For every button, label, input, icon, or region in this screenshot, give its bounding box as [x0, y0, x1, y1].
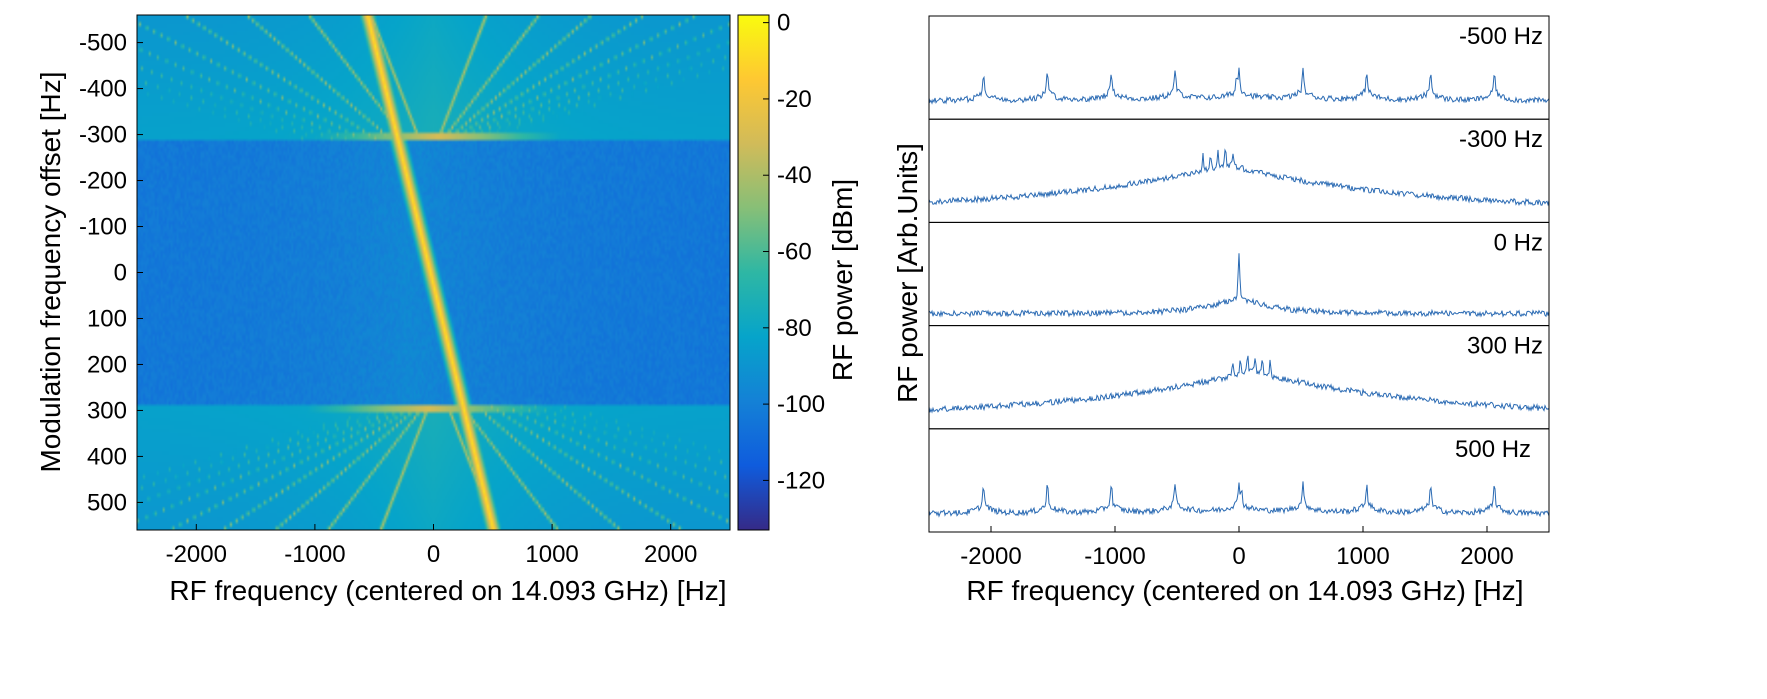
colorbar-label: RF power [dBm] — [827, 179, 858, 381]
spectra-chart: -500 Hz -300 Hz 0 Hz 300 Hz 500 Hz -2000 -100… — [892, 15, 1550, 606]
spectrum-line — [929, 67, 1549, 105]
heatmap-chart: -2000 -1000 0 1000 2000 -500-400-300-200-100… — [35, 14, 731, 606]
heatmap-y-tick-label: -300 — [79, 122, 127, 149]
heatmap-y-tick-label: -500 — [79, 30, 127, 57]
colorbar-tick-label: -100 — [777, 391, 825, 418]
heatmap-x-ticks: -2000 -1000 0 1000 2000 — [166, 524, 697, 568]
spectrum-panel-frame — [928, 118, 1550, 223]
heatmap-y-tick-label: 100 — [87, 305, 127, 332]
spectra-x-axis-label: RF frequency (centered on 14.093 GHz) [H… — [966, 575, 1523, 606]
heatmap-image — [137, 15, 730, 530]
colorbar-tick-label: 0 — [777, 10, 790, 37]
heatmap-x-tick-label: -2000 — [166, 541, 227, 568]
spectrum-panel-label: 500 Hz — [1455, 436, 1531, 463]
heatmap-y-tick-label: 500 — [87, 489, 127, 516]
colorbar-ticks: 0 -20 -40 -60 -80 -100 -120 — [763, 10, 825, 494]
colorbar-tick-label: -60 — [777, 239, 812, 266]
spectra-panels: -500 Hz -300 Hz 0 Hz 300 Hz 500 Hz — [928, 15, 1550, 533]
spectra-x-tick-label: -1000 — [1084, 543, 1145, 570]
colorbar-frame — [737, 14, 770, 531]
spectra-x-tick-label: 0 — [1232, 543, 1245, 570]
colorbar-gradient — [738, 15, 769, 530]
spectrum-panel: -300 Hz — [928, 118, 1550, 223]
colorbar-tick-label: -120 — [777, 467, 825, 494]
spectrum-panel: -500 Hz — [928, 15, 1550, 120]
heatmap-y-tick-label: -100 — [79, 214, 127, 241]
spectrum-panel-label: 0 Hz — [1494, 229, 1543, 256]
heatmap-y-tick-label: 200 — [87, 351, 127, 378]
spectrum-panel-frame — [928, 325, 1550, 430]
heatmap-plot-area — [137, 15, 730, 530]
spectra-x-tick-label: 1000 — [1336, 543, 1389, 570]
heatmap-x-axis-label: RF frequency (centered on 14.093 GHz) [H… — [169, 575, 726, 606]
spectrum-line — [929, 253, 1549, 318]
heatmap-y-tick-label: 400 — [87, 443, 127, 470]
heatmap-y-tick-label: -400 — [79, 76, 127, 103]
heatmap-y-tick-label: 300 — [87, 397, 127, 424]
spectrum-panel: 500 Hz — [928, 428, 1550, 533]
colorbar-tick-label: -20 — [777, 86, 812, 113]
heatmap-x-tick-label: 2000 — [644, 541, 697, 568]
spectrum-line — [929, 148, 1549, 207]
colorbar-tick-label: -80 — [777, 315, 812, 342]
heatmap-x-tick-label: 0 — [427, 541, 440, 568]
spectrum-panel: 0 Hz — [928, 221, 1550, 327]
spectrum-panel-frame — [928, 15, 1550, 120]
spectrum-panel-label: -500 Hz — [1459, 23, 1543, 50]
spectrum-line — [929, 355, 1549, 414]
colorbar-tick-label: -40 — [777, 162, 812, 189]
heatmap-x-tick-label: -1000 — [284, 541, 345, 568]
spectrum-panel-label: -300 Hz — [1459, 126, 1543, 153]
spectra-x-tick-label: -2000 — [960, 543, 1021, 570]
heatmap-y-tick-label: 0 — [114, 260, 127, 287]
heatmap-y-tick-label: -200 — [79, 168, 127, 195]
spectrum-panel-label: 300 Hz — [1467, 333, 1543, 360]
heatmap-y-ticks: -500 -400 -300 -200 -100 0 100 200 300 400 500 — [79, 30, 143, 516]
colorbar: 0 -20 -40 -60 -80 -100 -120 RF power [dBm] — [737, 10, 858, 531]
spectra-x-tick-label: 2000 — [1460, 543, 1513, 570]
spectrum-panel: 300 Hz — [928, 325, 1550, 430]
spectra-x-ticks: -2000 -1000 0 1000 2000 — [960, 526, 1514, 570]
spectra-y-axis-label: RF power [Arb.Units] — [892, 143, 923, 403]
spectrum-line — [929, 481, 1549, 518]
heatmap-y-axis-label: Modulation frequency offset [Hz] — [35, 71, 66, 472]
heatmap-x-tick-label: 1000 — [525, 541, 578, 568]
